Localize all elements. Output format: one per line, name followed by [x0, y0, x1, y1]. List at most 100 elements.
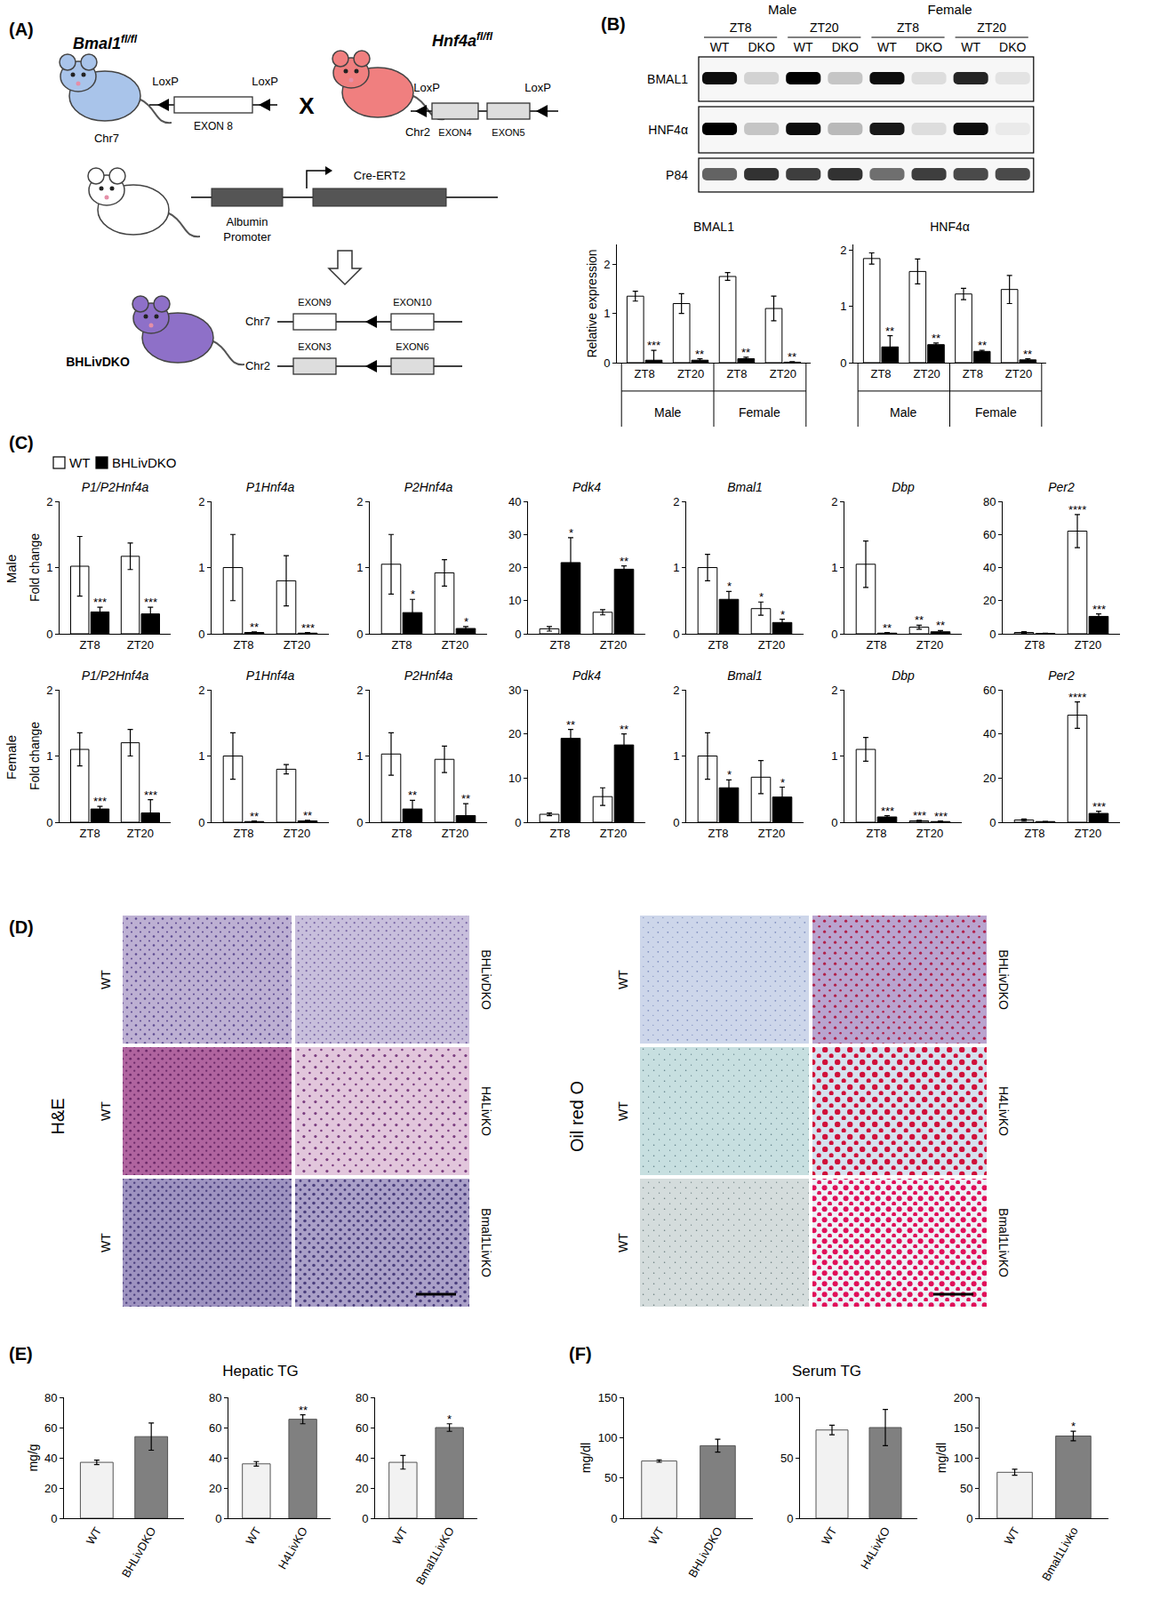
svg-text:*: *: [464, 615, 469, 629]
svg-text:EXON4: EXON4: [438, 127, 472, 138]
svg-text:40: 40: [208, 1451, 222, 1465]
svg-text:ZT20: ZT20: [758, 638, 785, 652]
svg-text:ZT20: ZT20: [600, 638, 627, 652]
svg-text:ZT20: ZT20: [283, 826, 311, 840]
svg-text:Bmal1fl/fl: Bmal1fl/fl: [72, 32, 138, 53]
svg-text:ZT8: ZT8: [865, 826, 887, 840]
svg-text:****: ****: [1068, 690, 1087, 704]
svg-text:**: **: [1023, 347, 1032, 361]
svg-text:*: *: [780, 776, 785, 790]
svg-text:Male: Male: [889, 405, 918, 420]
svg-text:WT: WT: [98, 1101, 113, 1121]
svg-text:BHLivDKO: BHLivDKO: [479, 949, 494, 1010]
svg-text:Per2: Per2: [1048, 480, 1075, 495]
svg-text:60: 60: [44, 1421, 57, 1435]
svg-text:ZT20: ZT20: [677, 367, 704, 381]
svg-text:*: *: [447, 1412, 452, 1426]
svg-text:ZT20: ZT20: [758, 826, 785, 840]
svg-text:*: *: [780, 608, 785, 622]
svg-text:ZT8: ZT8: [707, 638, 728, 652]
svg-text:P2Hnf4a: P2Hnf4a: [404, 480, 454, 495]
svg-text:mg/dl: mg/dl: [578, 1442, 593, 1473]
svg-text:0: 0: [840, 356, 847, 370]
svg-text:1: 1: [831, 749, 838, 763]
svg-text:ZT8: ZT8: [870, 367, 891, 381]
svg-text:1: 1: [672, 560, 680, 575]
svg-text:Fold change: Fold change: [27, 721, 42, 791]
svg-text:**: **: [461, 792, 471, 806]
svg-text:WT: WT: [616, 1232, 631, 1253]
svg-text:P1/P2Hnf4a: P1/P2Hnf4a: [81, 480, 150, 495]
svg-text:WT: WT: [646, 1524, 667, 1547]
svg-text:40: 40: [44, 1451, 57, 1465]
svg-text:**: **: [741, 345, 751, 360]
svg-text:**: **: [931, 331, 941, 345]
svg-text:40: 40: [508, 495, 521, 509]
svg-text:0: 0: [356, 627, 363, 641]
svg-text:**: **: [619, 722, 629, 736]
svg-text:H4LivKO: H4LivKO: [275, 1524, 311, 1572]
svg-text:WT: WT: [616, 1101, 631, 1121]
svg-text:**: **: [914, 613, 924, 627]
svg-text:WT: WT: [98, 969, 113, 990]
svg-text:WT: WT: [818, 1524, 840, 1547]
svg-text:(A): (A): [8, 19, 34, 40]
svg-text:BHLivDKO: BHLivDKO: [996, 949, 1011, 1010]
svg-text:ZT20: ZT20: [441, 826, 469, 840]
svg-text:Female: Female: [928, 1, 973, 17]
svg-text:X: X: [298, 92, 315, 120]
svg-text:1: 1: [198, 749, 205, 763]
svg-text:***: ***: [912, 808, 927, 823]
svg-text:1: 1: [603, 306, 610, 320]
svg-text:EXON3: EXON3: [297, 341, 331, 352]
svg-text:ZT8: ZT8: [865, 638, 887, 652]
svg-text:ZT8: ZT8: [896, 20, 920, 35]
svg-text:**: **: [303, 808, 312, 823]
svg-text:60: 60: [355, 1421, 368, 1435]
svg-text:Dbp: Dbp: [891, 480, 915, 495]
svg-text:****: ****: [1068, 503, 1087, 517]
svg-text:0: 0: [46, 816, 53, 830]
svg-text:HNF4α: HNF4α: [648, 122, 688, 137]
svg-text:30: 30: [508, 683, 521, 697]
svg-text:0: 0: [831, 816, 838, 830]
svg-text:LoxP: LoxP: [152, 74, 179, 88]
svg-text:20: 20: [983, 771, 996, 785]
svg-text:WT: WT: [69, 455, 90, 471]
svg-text:0: 0: [215, 1512, 222, 1526]
svg-text:ZT20: ZT20: [769, 367, 797, 381]
svg-text:Chr2: Chr2: [405, 125, 431, 139]
svg-text:***: ***: [647, 338, 661, 352]
svg-text:***: ***: [1092, 800, 1106, 814]
svg-text:0: 0: [672, 627, 680, 641]
svg-text:40: 40: [355, 1451, 368, 1465]
svg-text:150: 150: [598, 1391, 618, 1405]
svg-text:EXON5: EXON5: [491, 127, 525, 138]
svg-text:ZT20: ZT20: [1074, 638, 1102, 652]
svg-text:200: 200: [953, 1391, 974, 1405]
svg-text:ZT20: ZT20: [127, 638, 154, 652]
svg-text:H4LivKO: H4LivKO: [857, 1524, 893, 1572]
svg-text:20: 20: [208, 1481, 222, 1496]
svg-text:EXON6: EXON6: [395, 341, 429, 352]
svg-text:H4LivKO: H4LivKO: [996, 1086, 1011, 1136]
svg-text:LoxP: LoxP: [251, 74, 279, 88]
svg-text:Bmal1Livko: Bmal1Livko: [1039, 1524, 1081, 1584]
svg-text:ZT8: ZT8: [549, 638, 570, 652]
svg-text:0: 0: [46, 627, 53, 641]
svg-text:2: 2: [198, 683, 205, 697]
svg-text:10: 10: [508, 593, 521, 608]
svg-text:*: *: [727, 768, 732, 782]
svg-text:***: ***: [144, 788, 158, 802]
svg-text:Bmal1LivKO: Bmal1LivKO: [479, 1208, 494, 1278]
svg-text:ZT20: ZT20: [1005, 367, 1032, 381]
svg-text:0: 0: [514, 627, 521, 641]
svg-text:***: ***: [880, 804, 895, 818]
svg-text:0: 0: [786, 1512, 793, 1526]
svg-text:0: 0: [966, 1512, 973, 1526]
svg-text:20: 20: [983, 593, 996, 608]
svg-text:Bmal1LivKO: Bmal1LivKO: [413, 1524, 457, 1587]
svg-text:1: 1: [672, 749, 680, 763]
svg-text:WT: WT: [98, 1232, 113, 1253]
svg-text:(B): (B): [600, 14, 626, 34]
